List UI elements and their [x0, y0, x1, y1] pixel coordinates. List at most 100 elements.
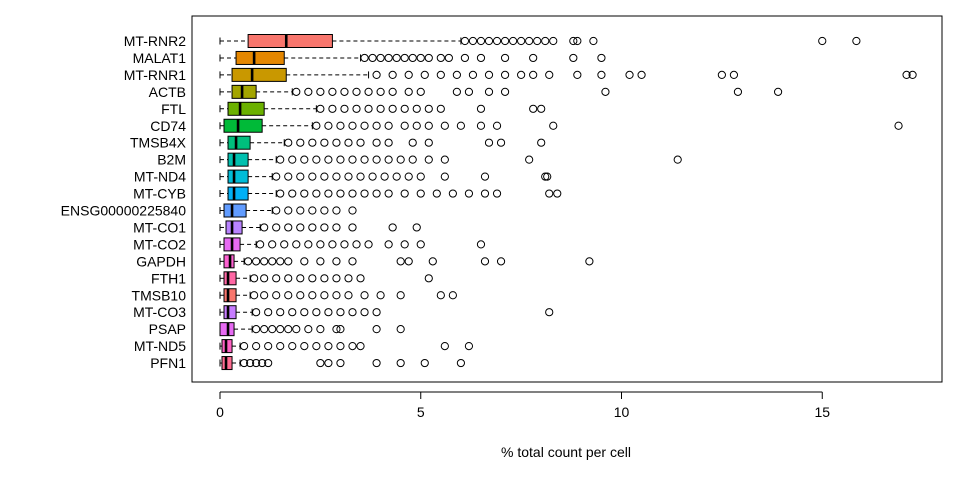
outlier-point: [300, 308, 309, 317]
outlier-point: [484, 70, 494, 80]
outlier-point: [396, 358, 405, 368]
outlier-point: [304, 240, 313, 249]
outlier-point: [525, 155, 534, 164]
outlier-point: [348, 342, 357, 351]
outlier-point: [272, 172, 281, 181]
outlier-point: [340, 240, 349, 249]
outlier-point: [360, 53, 369, 63]
outlier-point: [312, 189, 321, 198]
category-label: PFN1: [150, 355, 186, 371]
outlier-point: [332, 138, 341, 147]
outlier-point: [272, 291, 281, 300]
outlier-point: [448, 189, 457, 198]
outlier-point: [316, 257, 325, 266]
outlier-point: [508, 36, 518, 46]
outlier-point: [284, 172, 293, 181]
outlier-point: [496, 138, 506, 147]
outlier-point: [543, 172, 552, 181]
outlier-point: [336, 358, 345, 368]
outlier-point: [268, 240, 277, 249]
outlier-point: [573, 70, 582, 80]
outlier-point: [300, 189, 309, 198]
outlier-point: [260, 274, 269, 283]
outlier-point: [324, 358, 333, 368]
outlier-point: [436, 70, 445, 80]
outlier-point: [360, 121, 369, 130]
category-label: PSAP: [149, 321, 186, 337]
category-label: MT-CO2: [133, 236, 186, 252]
box-group: [219, 339, 474, 354]
outlier-point: [324, 121, 333, 130]
outlier-point: [460, 36, 470, 46]
outlier-point: [300, 155, 309, 164]
outlier-point: [372, 121, 381, 130]
outlier-point: [292, 87, 301, 96]
outlier-point: [300, 342, 309, 351]
outlier-point: [324, 189, 333, 198]
outlier-point: [324, 155, 333, 164]
outlier-point: [384, 155, 393, 164]
outlier-point: [408, 155, 417, 164]
outlier-point: [312, 342, 321, 351]
outlier-point: [332, 257, 341, 266]
category-label: B2M: [157, 152, 186, 168]
outlier-point: [500, 53, 510, 63]
box: [227, 135, 251, 150]
outlier-point: [908, 70, 917, 80]
outlier-point: [480, 172, 490, 181]
outlier-point: [902, 70, 911, 80]
outlier-point: [436, 291, 445, 300]
outlier-point: [452, 70, 461, 80]
outlier-point: [436, 104, 445, 113]
outlier-point: [239, 342, 249, 351]
outlier-point: [332, 206, 341, 215]
outlier-point: [396, 155, 405, 164]
outlier-point: [328, 104, 337, 113]
box-group: [219, 169, 552, 184]
outlier-point: [396, 291, 405, 300]
outlier-point: [464, 189, 474, 198]
outlier-point: [284, 257, 293, 266]
outlier-point: [372, 325, 381, 334]
outlier-point: [408, 138, 417, 147]
outlier-point: [484, 36, 494, 46]
outlier-point: [545, 70, 554, 80]
outlier-point: [396, 257, 405, 266]
box: [227, 169, 249, 184]
outlier-point: [348, 155, 357, 164]
category-label: MT-ND5: [134, 338, 186, 354]
outlier-point: [517, 36, 526, 46]
outlier-point: [268, 325, 277, 334]
outlier-point: [444, 53, 453, 63]
boxes-layer: [219, 34, 917, 371]
box: [225, 220, 243, 235]
outlier-point: [368, 172, 377, 181]
category-label: CD74: [150, 118, 186, 134]
box-group: [219, 322, 405, 337]
outlier-point: [448, 291, 457, 300]
outlier-point: [424, 121, 433, 130]
outlier-point: [320, 172, 329, 181]
outlier-point: [312, 121, 321, 130]
box: [223, 305, 237, 320]
outlier-point: [424, 104, 433, 113]
outlier-point: [312, 155, 321, 164]
outlier-point: [673, 155, 682, 164]
outlier-point: [296, 223, 305, 232]
category-label: FTL: [161, 101, 186, 117]
outlier-point: [484, 87, 494, 96]
outlier-point: [376, 104, 385, 113]
outlier-point: [416, 87, 425, 96]
outlier-point: [428, 257, 437, 266]
outlier-point: [320, 274, 329, 283]
outlier-point: [288, 189, 297, 198]
outlier-point: [529, 53, 538, 63]
box-group: [219, 101, 546, 116]
x-axis: 0 5 10 15: [216, 391, 830, 420]
x-axis-title: % total count per cell: [501, 444, 631, 460]
outlier-point: [336, 325, 345, 334]
box: [227, 186, 249, 201]
outlier-point: [440, 155, 449, 164]
outlier-point: [376, 87, 385, 96]
